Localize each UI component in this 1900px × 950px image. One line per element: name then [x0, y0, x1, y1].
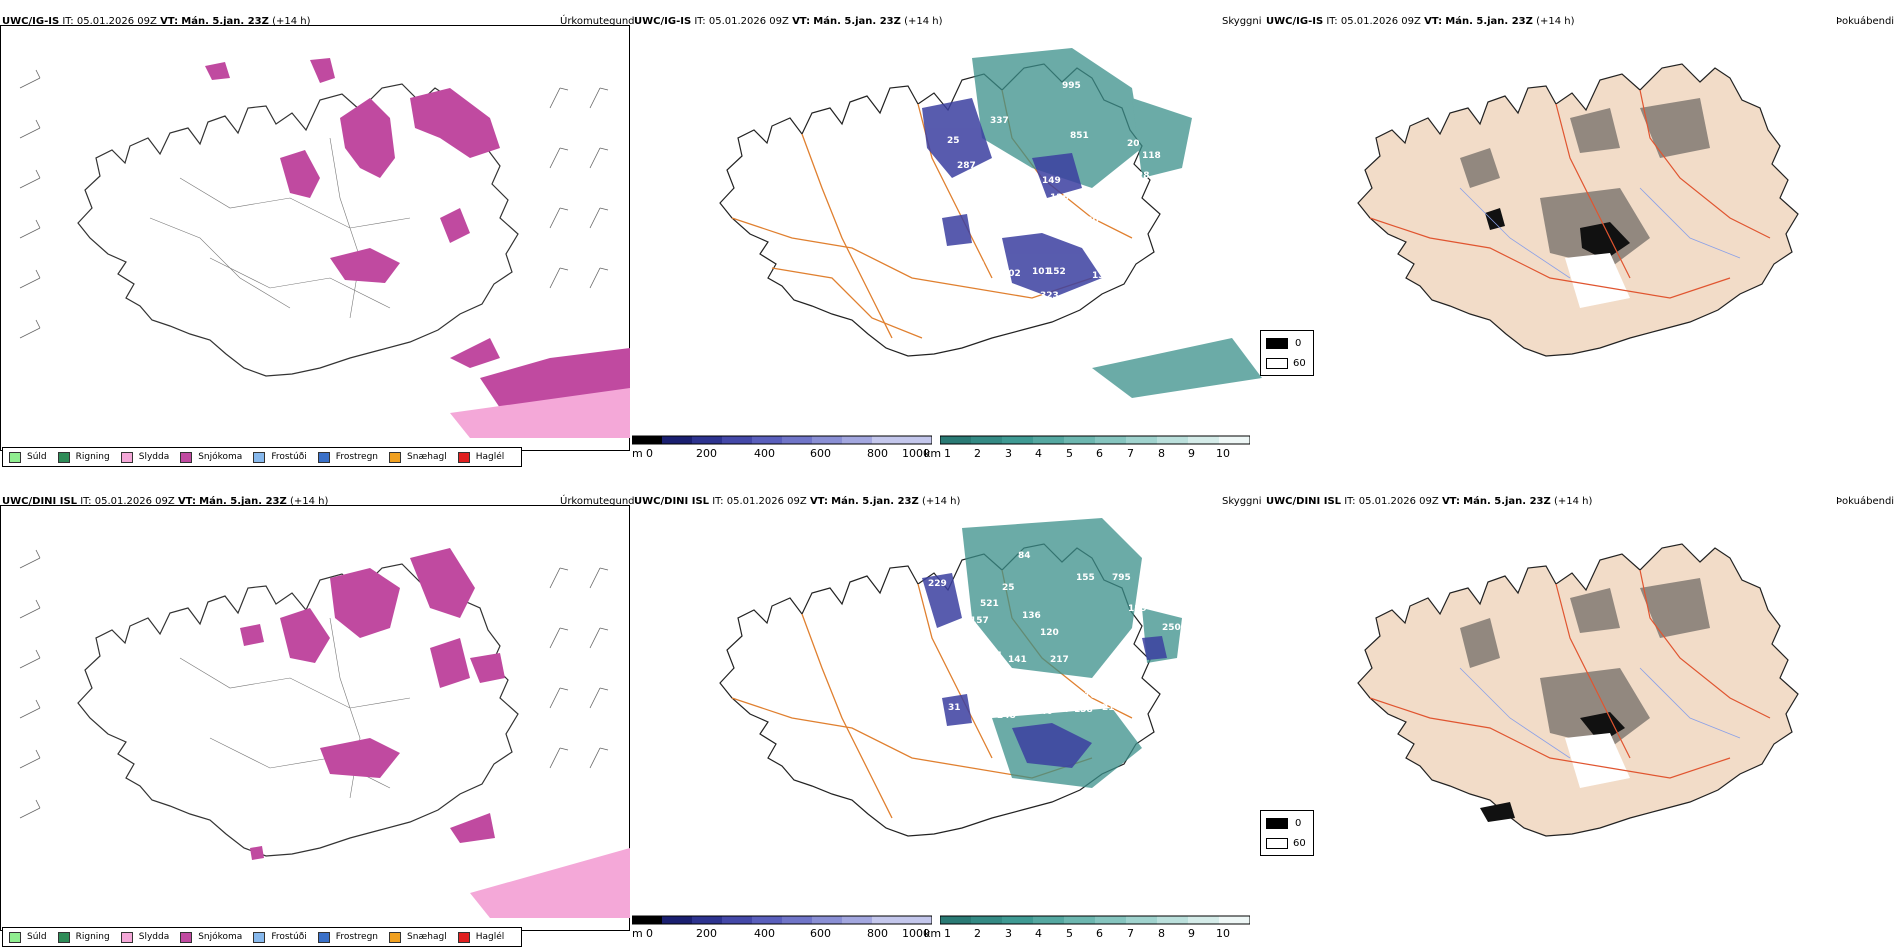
- precip-type-title: Úrkomutegund: [560, 496, 635, 507]
- sky-label: 250: [1162, 623, 1181, 633]
- sky-label: 25: [1002, 583, 1015, 593]
- cloud-panel-ig: UWC/IG-IS IT: 05.01.2026 09Z VT: Mán. 5.…: [631, 10, 1262, 460]
- sky-label: 15: [970, 201, 983, 211]
- precip-panel-dini: UWC/DINI ISL IT: 05.01.2026 09Z VT: Mán.…: [0, 490, 635, 947]
- sky-label: 152: [1047, 267, 1066, 277]
- panel-title: UWC/IG-IS IT: 05.01.2026 09Z VT: Mán. 5.…: [634, 16, 943, 27]
- cloud-map: 84 795 155 25 229 521 157 136 120 189 25…: [719, 518, 1182, 881]
- sky-label: 101: [1032, 267, 1051, 277]
- panel-title: UWC/DINI ISL IT: 05.01.2026 09Z VT: Mán.…: [634, 496, 961, 507]
- sky-label: 189: [1128, 604, 1147, 614]
- visibility-colorbar: km 1 2 3 4 5 6 7 8 9 10: [924, 914, 1251, 944]
- sky-label: 31: [948, 703, 961, 713]
- sky-label: 20: [1127, 139, 1140, 149]
- sky-label: 851: [1070, 131, 1089, 141]
- sky-label: 118: [1142, 151, 1161, 161]
- visibility-title: Skyggni: [1222, 16, 1262, 27]
- sky-label: 521: [980, 599, 999, 609]
- sky-label: 165: [1014, 213, 1033, 223]
- precip-map: [19, 58, 630, 438]
- sky-label: 141: [1008, 655, 1027, 665]
- sky-label: 140: [1034, 707, 1053, 717]
- sky-label: 216: [925, 389, 944, 399]
- sky-label: 379: [1018, 697, 1037, 707]
- sky-label: 307: [992, 181, 1011, 191]
- sky-label: 65: [1172, 179, 1185, 189]
- sky-label: 120: [1040, 628, 1059, 638]
- sky-label: 346: [922, 871, 941, 881]
- sky-label: 280: [977, 179, 996, 189]
- sky-label: 323: [1040, 291, 1059, 301]
- panel-title: UWC/DINI ISL IT: 05.01.2026 09Z VT: Mán.…: [1266, 496, 1593, 507]
- cloud-map: 995 851 337 25 287 280 307 149 126 165 1…: [719, 48, 1262, 399]
- sky-label: 11: [940, 251, 953, 261]
- fog-legend: 0 60: [1260, 810, 1314, 856]
- precip-map: [19, 548, 630, 918]
- sky-label: 25: [947, 136, 960, 146]
- sky-label: 230: [1080, 216, 1099, 226]
- sky-label: 126: [1050, 193, 1069, 203]
- panel-title: UWC/IG-IS IT: 05.01.2026 09Z VT: Mán. 5.…: [1266, 16, 1575, 27]
- sky-label: 283: [1064, 221, 1083, 231]
- sky-label: 26: [972, 261, 985, 271]
- precip-legend: Súld Rigning Slydda Snjókoma Frostúði Fr…: [2, 927, 523, 947]
- sky-label: 155: [1076, 573, 1095, 583]
- sky-label: 995: [1062, 81, 1081, 91]
- sky-label: 195: [943, 626, 962, 636]
- fog-title: Þokuábendi: [1836, 16, 1895, 27]
- precip-panel-ig: UWC/IG-IS IT: 05.01.2026 09Z VT: Mán. 5.…: [0, 10, 635, 467]
- sky-label: 136: [1022, 611, 1041, 621]
- sky-label: 751: [984, 651, 1003, 661]
- visibility-colorbar: km 1 2 3 4 5 6 7 8 9 10: [924, 434, 1251, 464]
- sky-label: 229: [928, 579, 947, 589]
- visibility-title: Skyggni: [1222, 496, 1262, 507]
- sky-label: 795: [1112, 573, 1131, 583]
- fog-map: [1357, 543, 1799, 837]
- sky-label: 202: [1002, 269, 1021, 279]
- sky-label: 274: [1050, 705, 1069, 715]
- sky-label: 217: [1158, 221, 1177, 231]
- cloud-panel-dini: UWC/DINI ISL IT: 05.01.2026 09Z VT: Mán.…: [631, 490, 1262, 940]
- sky-label: 13: [992, 697, 1005, 707]
- sky-label: 287: [957, 161, 976, 171]
- sky-label: 163: [1097, 249, 1116, 259]
- fog-title: Þokuábendi: [1836, 496, 1895, 507]
- sky-label: 217: [1050, 655, 1069, 665]
- fog-panel-dini: UWC/DINI ISL IT: 05.01.2026 09Z VT: Mán.…: [1260, 490, 1900, 940]
- sky-label: 84: [1018, 551, 1031, 561]
- sky-label: 77: [880, 255, 893, 265]
- sky-label: 157: [970, 616, 989, 626]
- sky-label: 28: [1137, 171, 1150, 181]
- panel-title: UWC/DINI ISL IT: 05.01.2026 09Z VT: Mán.…: [2, 496, 329, 507]
- sky-label: 37: [1044, 303, 1057, 313]
- sky-label: 149: [1042, 176, 1061, 186]
- ceiling-colorbar: m 0 200 400 600 800 1000: [631, 434, 933, 464]
- panel-title: UWC/IG-IS IT: 05.01.2026 09Z VT: Mán. 5.…: [2, 16, 311, 27]
- sky-label: 21: [1102, 703, 1115, 713]
- fog-legend: 0 60: [1260, 330, 1314, 376]
- sky-label: 92: [858, 707, 871, 717]
- sky-label: 248: [997, 711, 1016, 721]
- fog-panel-ig: UWC/IG-IS IT: 05.01.2026 09Z VT: Mán. 5.…: [1260, 10, 1900, 460]
- sky-label: 104: [1084, 691, 1103, 701]
- precip-type-title: Úrkomutegund: [560, 16, 635, 27]
- fog-map: [1357, 63, 1799, 357]
- precip-legend: Súld Rigning Slydda Snjókoma Frostúði Fr…: [2, 447, 523, 467]
- sky-label: 136: [1092, 271, 1111, 281]
- ceiling-colorbar: m 0 200 400 600 800 1000: [631, 914, 933, 944]
- sky-label: 115: [1122, 196, 1141, 206]
- sky-label: 158: [1074, 705, 1093, 715]
- sky-label: 337: [990, 116, 1009, 126]
